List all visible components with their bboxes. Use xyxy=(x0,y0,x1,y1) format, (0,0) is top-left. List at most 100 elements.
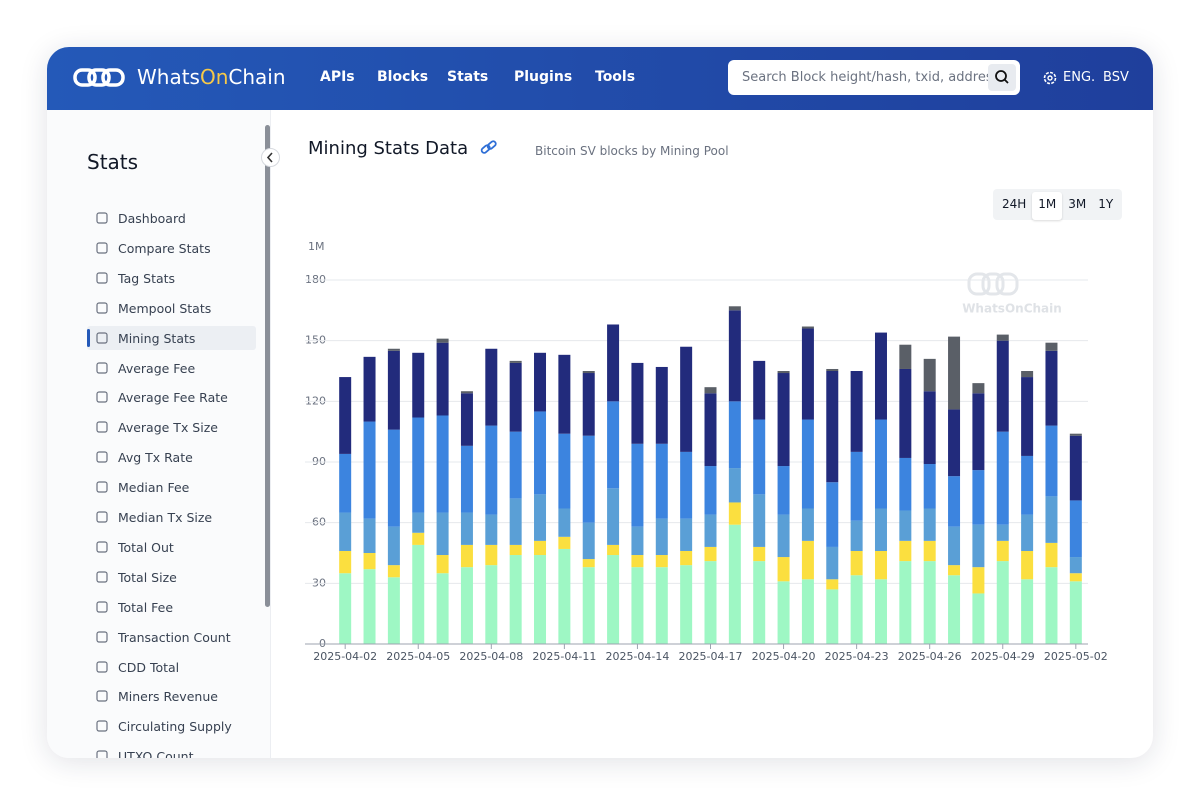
bar-segment xyxy=(582,559,595,568)
brand[interactable]: WhatsOnChain xyxy=(137,65,286,89)
bar-segment xyxy=(387,429,400,527)
item-icon xyxy=(96,571,108,583)
collapse-button[interactable] xyxy=(261,148,280,167)
bar-segment xyxy=(582,435,595,523)
bar-segment xyxy=(534,411,547,495)
sidebar-item[interactable]: Average Fee xyxy=(87,356,256,380)
bar-segment xyxy=(728,524,741,644)
sidebar-item[interactable]: Median Fee xyxy=(87,475,256,499)
bar-segment xyxy=(607,555,620,644)
range-button[interactable]: 1M xyxy=(1032,192,1063,220)
sidebar-item[interactable]: Mempool Stats xyxy=(87,296,256,320)
bar-segment xyxy=(1021,371,1034,378)
scrollbar[interactable] xyxy=(265,125,270,607)
sidebar-title: Stats xyxy=(87,150,139,174)
bar-segment xyxy=(996,334,1009,341)
search-button[interactable] xyxy=(988,64,1016,91)
bar-segment xyxy=(704,546,717,562)
nav-link[interactable]: Blocks xyxy=(377,69,429,85)
item-icon xyxy=(96,481,108,493)
bar-segment xyxy=(826,482,839,547)
sidebar-item[interactable]: Average Fee Rate xyxy=(87,385,256,409)
sidebar-item[interactable]: Mining Stats xyxy=(87,325,256,350)
range-button[interactable]: 24H xyxy=(1002,197,1027,211)
sidebar-item[interactable]: Circulating Supply xyxy=(87,714,256,738)
network[interactable]: BSV xyxy=(1103,70,1129,85)
x-tick-label: 2025-04-02 xyxy=(313,650,377,663)
sidebar-item[interactable]: Total Size xyxy=(87,565,256,589)
bar-segment xyxy=(899,368,912,458)
bar-segment xyxy=(607,544,620,556)
item-icon xyxy=(96,660,108,673)
sidebar-item[interactable]: Avg Tx Rate xyxy=(87,445,256,469)
sidebar-item[interactable]: Transaction Count xyxy=(87,625,256,649)
bar-segment xyxy=(899,561,912,644)
item-icon xyxy=(96,690,108,702)
y-axis-label: 1M xyxy=(308,240,325,253)
watermark-ring xyxy=(995,272,1019,296)
sidebar-item[interactable]: Compare Stats xyxy=(87,236,256,260)
bar-segment xyxy=(655,567,668,644)
bar-segment xyxy=(655,555,668,568)
bar-segment xyxy=(509,360,522,363)
bar-segment xyxy=(753,561,766,644)
search-icon xyxy=(995,70,1009,84)
bar-segment xyxy=(777,514,790,558)
sidebar-item[interactable]: Miners Revenue xyxy=(87,684,256,708)
bar-segment xyxy=(631,567,644,644)
bar-segment xyxy=(363,356,376,422)
bar-segment xyxy=(923,508,936,541)
nav-link[interactable]: Tools xyxy=(595,69,636,85)
bar-segment xyxy=(972,524,985,568)
nav-link[interactable]: APIs xyxy=(320,69,355,85)
bar-segment xyxy=(485,544,498,566)
bar-segment xyxy=(582,522,595,560)
sidebar-item[interactable]: Median Tx Size xyxy=(87,505,256,529)
range-button[interactable]: 3M xyxy=(1068,197,1087,211)
bar-segment xyxy=(777,371,790,374)
bar-segment xyxy=(631,526,644,556)
bar-segment xyxy=(436,415,449,513)
bar-segment xyxy=(948,575,961,644)
sidebar-item[interactable]: Dashboard xyxy=(87,206,256,230)
bar-segment xyxy=(801,579,814,644)
search-box[interactable]: Search Block height/hash, txid, address xyxy=(728,60,1020,95)
bar-segment xyxy=(704,387,717,394)
bar-segment xyxy=(631,362,644,444)
title-text: Mining Stats Data xyxy=(308,138,469,159)
sidebar-item[interactable]: Average Tx Size xyxy=(87,415,256,439)
bar-segment xyxy=(850,520,863,551)
sidebar-item[interactable]: Tag Stats xyxy=(87,266,256,290)
sidebar-item[interactable]: UTXO Count xyxy=(87,744,256,758)
bar-segment xyxy=(485,425,498,515)
bar-segment xyxy=(1045,425,1058,497)
bar-segment xyxy=(801,328,814,420)
bar-segment xyxy=(899,510,912,541)
sidebar-item[interactable]: Total Out xyxy=(87,535,256,559)
item-icon xyxy=(96,720,108,732)
link-icon[interactable] xyxy=(480,140,498,156)
bar-segment xyxy=(534,555,547,644)
settings-icon[interactable] xyxy=(1042,70,1058,86)
bar-segment xyxy=(826,579,839,590)
bar-segment xyxy=(826,371,839,483)
sidebar-item[interactable]: CDD Total xyxy=(87,655,256,679)
bar-segment xyxy=(1045,496,1058,543)
x-tick-label: 2025-05-02 xyxy=(1044,650,1108,663)
bar-segment xyxy=(387,577,400,644)
bar-segment xyxy=(1069,573,1082,582)
sidebar-item[interactable]: Total Fee xyxy=(87,595,256,619)
bar-segment xyxy=(1069,581,1082,644)
bar-segment xyxy=(850,575,863,644)
bar-segment xyxy=(1021,550,1034,580)
language[interactable]: ENG. xyxy=(1063,70,1096,85)
nav-link[interactable]: Stats xyxy=(447,69,489,85)
bar-segment xyxy=(680,518,693,551)
bar-segment xyxy=(728,468,741,503)
bar-segment xyxy=(923,391,936,465)
range-button[interactable]: 1Y xyxy=(1098,197,1114,211)
bar-segment xyxy=(777,373,790,467)
nav-link[interactable]: Plugins xyxy=(514,69,573,85)
item-label: CDD Total xyxy=(118,659,180,675)
